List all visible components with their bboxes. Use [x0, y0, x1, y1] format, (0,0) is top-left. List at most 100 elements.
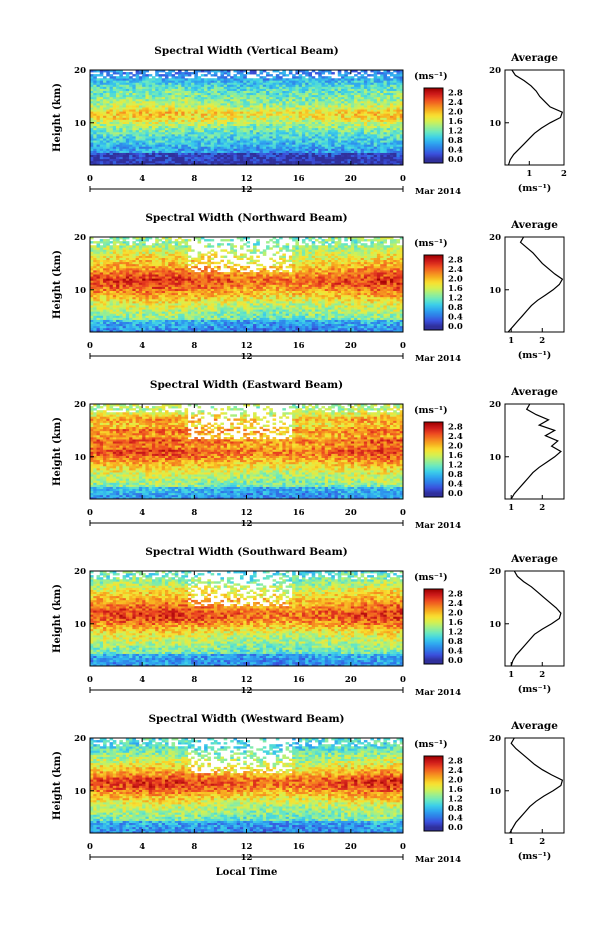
heatmap-cell — [119, 132, 123, 134]
heatmap-cell — [162, 115, 166, 117]
heatmap-cell — [237, 140, 241, 142]
heatmap-cell — [269, 155, 273, 157]
heatmap-cell — [136, 161, 140, 163]
heatmap-cell — [247, 326, 251, 328]
heatmap-cell — [393, 95, 397, 97]
heatmap-cell — [295, 95, 299, 97]
heatmap-cell — [178, 84, 182, 86]
heatmap-cell — [243, 142, 247, 144]
heatmap-cell — [217, 84, 221, 86]
heatmap-cell — [155, 122, 159, 124]
heatmap-cell — [224, 118, 228, 120]
heatmap-cell — [286, 118, 290, 120]
heatmap-cell — [217, 109, 221, 111]
heatmap-cell — [263, 136, 267, 138]
heatmap-cell — [106, 322, 110, 324]
heatmap-cell — [364, 328, 368, 330]
heatmap-cell — [129, 159, 133, 161]
heatmap-cell — [289, 109, 293, 111]
heatmap-cell — [367, 118, 371, 120]
heatmap-cell — [201, 153, 205, 155]
heatmap-cell — [142, 72, 146, 74]
heatmap-cell — [393, 93, 397, 95]
heatmap-cell — [279, 161, 283, 163]
heatmap-cell — [335, 89, 339, 91]
heatmap-cell — [348, 144, 352, 146]
heatmap-cell — [243, 140, 247, 142]
heatmap-cell — [93, 138, 97, 140]
heatmap-cell — [168, 115, 172, 117]
heatmap-cell — [165, 105, 169, 107]
heatmap-cell — [351, 103, 355, 105]
heatmap-cell — [119, 138, 123, 140]
heatmap-cell — [341, 109, 345, 111]
heatmap-cell — [269, 120, 273, 122]
heatmap-cell — [142, 111, 146, 113]
heatmap-cell — [172, 159, 176, 161]
heatmap-cell — [103, 118, 107, 120]
heatmap-cell — [119, 118, 123, 120]
heatmap-cell — [139, 153, 143, 155]
heatmap-cell — [217, 103, 221, 105]
heatmap-cell — [191, 91, 195, 93]
heatmap-cell — [367, 151, 371, 153]
x-tick-label: 0 — [400, 174, 406, 184]
heatmap-cell — [230, 93, 234, 95]
heatmap-cell — [351, 118, 355, 120]
heatmap-cell — [211, 144, 215, 146]
heatmap-cell — [289, 122, 293, 124]
heatmap-cell — [374, 136, 378, 138]
heatmap-cell — [354, 113, 358, 115]
heatmap-cell — [292, 89, 296, 91]
heatmap-cell — [335, 80, 339, 82]
heatmap-cell — [335, 111, 339, 113]
heatmap-cell — [181, 157, 185, 159]
heatmap-cell — [237, 91, 241, 93]
heatmap-cell — [318, 101, 322, 103]
heatmap-cell — [110, 111, 114, 113]
heatmap-cell — [256, 124, 260, 126]
heatmap-cell — [191, 128, 195, 130]
heatmap-cell — [361, 130, 365, 132]
heatmap-cell — [335, 161, 339, 163]
heatmap-cell — [370, 91, 374, 93]
heatmap-cell — [126, 74, 130, 76]
heatmap-cell — [357, 91, 361, 93]
heatmap-cell — [292, 326, 296, 328]
heatmap-cell — [204, 153, 208, 155]
heatmap-cell — [302, 138, 306, 140]
heatmap-cell — [155, 72, 159, 74]
heatmap-cell — [224, 161, 228, 163]
heatmap-cell — [361, 132, 365, 134]
heatmap-cell — [312, 111, 316, 113]
heatmap-cell — [233, 126, 237, 128]
heatmap-cell — [354, 142, 358, 144]
heatmap-cell — [315, 148, 319, 150]
heatmap-cell — [263, 105, 267, 107]
heatmap-cell — [175, 328, 179, 330]
heatmap-cell — [292, 91, 296, 93]
heatmap-cell — [387, 113, 391, 115]
heatmap-cell — [194, 72, 198, 74]
heatmap-cell — [325, 144, 329, 146]
heatmap-cell — [331, 161, 335, 163]
heatmap-cell — [318, 93, 322, 95]
heatmap-cell — [178, 155, 182, 157]
heatmap-cell — [354, 136, 358, 138]
heatmap-cell — [90, 151, 94, 153]
heatmap-cell — [370, 84, 374, 86]
heatmap-cell — [390, 101, 394, 103]
heatmap-cell — [188, 97, 192, 99]
heatmap-cell — [374, 97, 378, 99]
heatmap-cell — [113, 318, 117, 320]
heatmap-cell — [129, 151, 133, 153]
heatmap-cell — [325, 105, 329, 107]
heatmap-cell — [149, 122, 153, 124]
heatmap-cell — [282, 151, 286, 153]
heatmap-cell — [374, 107, 378, 109]
heatmap-cell — [289, 89, 293, 91]
heatmap-cell — [142, 101, 146, 103]
heatmap-cell — [370, 120, 374, 122]
heatmap-cell — [247, 122, 251, 124]
heatmap-cell — [383, 148, 387, 150]
